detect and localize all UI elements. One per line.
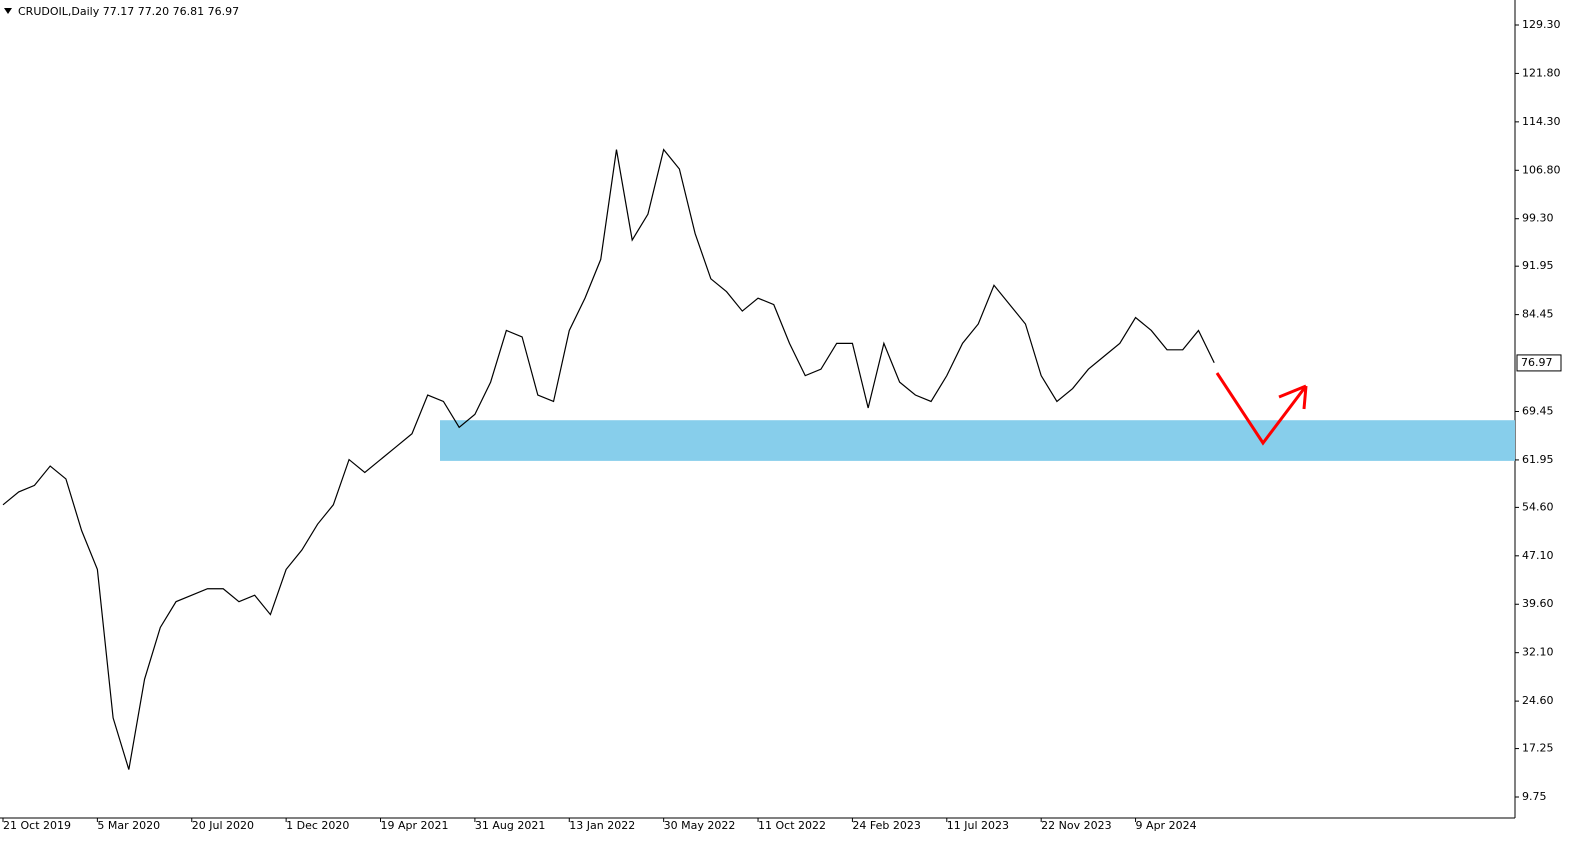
x-tick-label: 19 Apr 2021 [381, 819, 449, 832]
y-tick-label: 114.30 [1522, 115, 1561, 128]
y-tick-label: 39.60 [1522, 597, 1554, 610]
support-zone [440, 420, 1515, 461]
y-tick-label: 84.45 [1522, 308, 1554, 321]
x-tick-label: 5 Mar 2020 [97, 819, 160, 832]
y-tick-label: 69.45 [1522, 404, 1554, 417]
x-tick-label: 11 Jul 2023 [947, 819, 1009, 832]
y-tick-label: 9.75 [1522, 790, 1547, 803]
y-tick-label: 47.10 [1522, 549, 1554, 562]
x-tick-label: 21 Oct 2019 [3, 819, 71, 832]
x-tick-label: 13 Jan 2022 [569, 819, 635, 832]
x-tick-label: 11 Oct 2022 [758, 819, 826, 832]
x-tick-label: 24 Feb 2023 [852, 819, 920, 832]
x-tick-label: 20 Jul 2020 [192, 819, 254, 832]
menu-arrow[interactable] [4, 8, 12, 14]
y-tick-label: 91.95 [1522, 259, 1554, 272]
x-tick-label: 1 Dec 2020 [286, 819, 349, 832]
forecast-arrow [1215, 372, 1308, 446]
x-tick-label: 9 Apr 2024 [1136, 819, 1197, 832]
last-price-label: 76.97 [1521, 356, 1553, 369]
y-tick-label: 99.30 [1522, 212, 1554, 225]
y-tick-label: 54.60 [1522, 500, 1554, 513]
price-line [2, 148, 1215, 770]
chart-header: CRUDOIL,Daily 77.17 77.20 76.81 76.97 [18, 5, 239, 18]
y-tick-label: 121.80 [1522, 66, 1561, 79]
y-tick-label: 32.10 [1522, 646, 1554, 659]
y-tick-label: 17.25 [1522, 742, 1554, 755]
y-tick-label: 129.30 [1522, 18, 1561, 31]
y-tick-label: 106.80 [1522, 163, 1561, 176]
last-price-box [1516, 354, 1562, 372]
x-tick-label: 30 May 2022 [664, 819, 736, 832]
x-tick-label: 22 Nov 2023 [1041, 819, 1111, 832]
y-tick-label: 24.60 [1522, 694, 1554, 707]
x-tick-label: 31 Aug 2021 [475, 819, 545, 832]
y-tick-label: 61.95 [1522, 453, 1554, 466]
